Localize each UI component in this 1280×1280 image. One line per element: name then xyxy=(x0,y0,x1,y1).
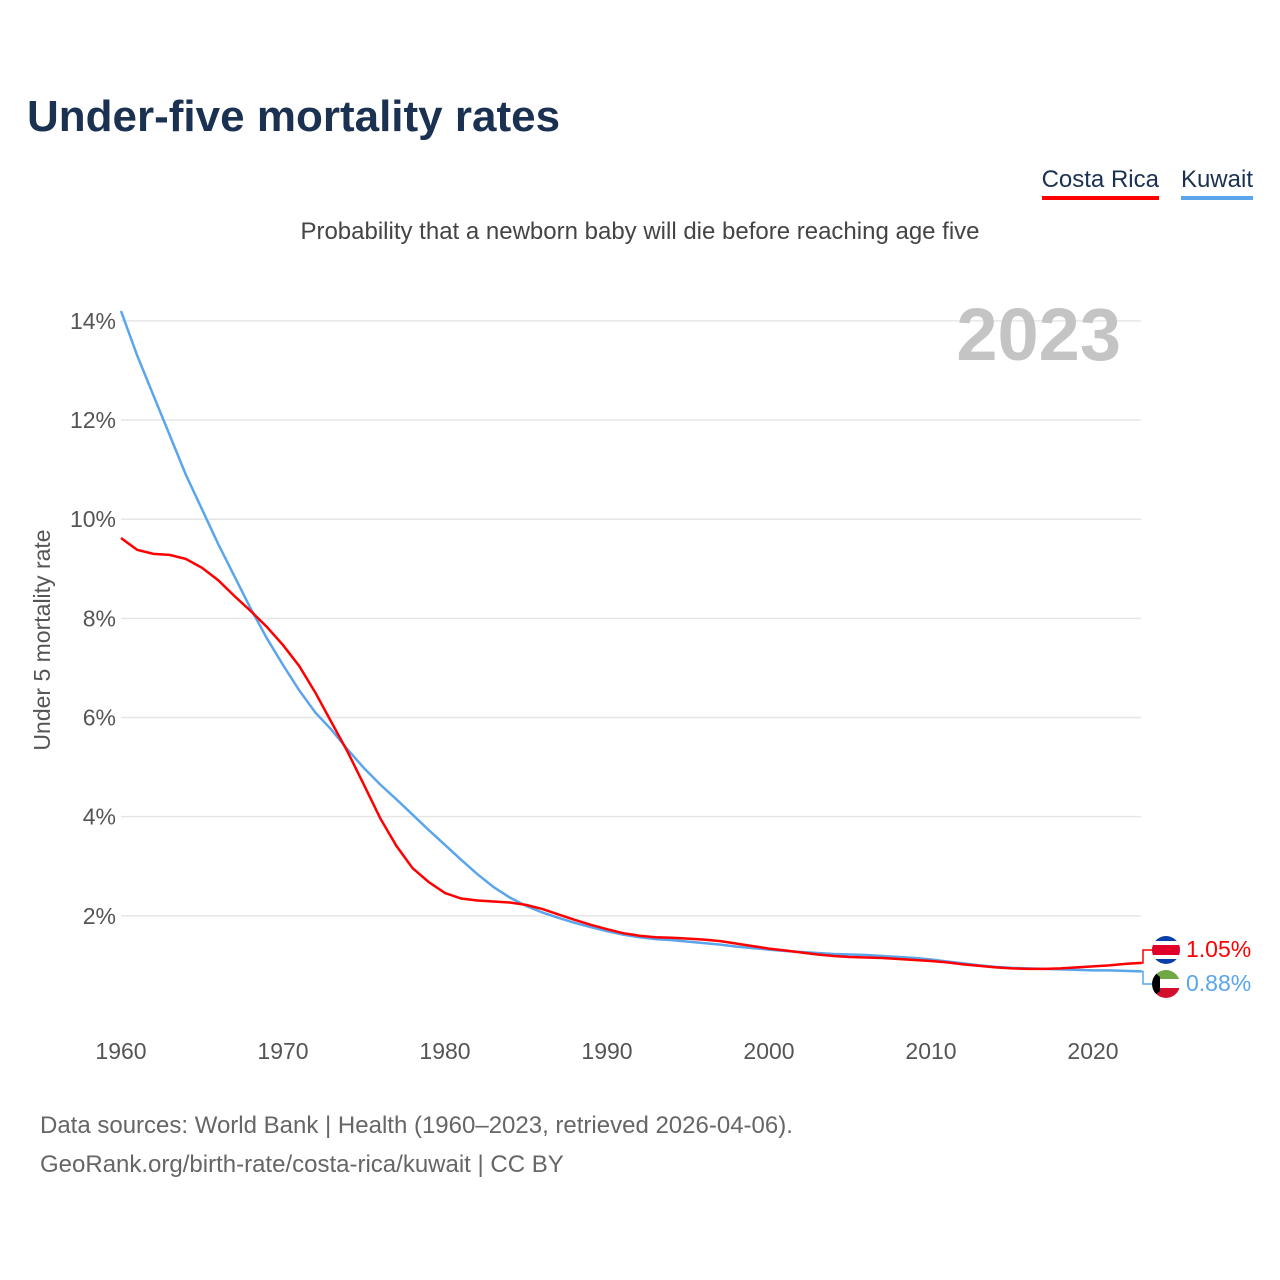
y-tick-label: 12% xyxy=(70,407,116,433)
source-link[interactable]: GeoRank.org/birth-rate/costa-rica/kuwait… xyxy=(40,1151,564,1178)
legend-costa-rica[interactable]: Costa Rica xyxy=(1041,166,1159,200)
y-tick-label: 10% xyxy=(70,506,116,532)
year-watermark: 2023 xyxy=(956,293,1121,376)
x-tick-label: 2020 xyxy=(1067,1038,1118,1064)
chart-subtitle: Probability that a newborn baby will die… xyxy=(300,218,980,245)
y-tick-label: 8% xyxy=(83,605,116,631)
x-tick-label: 1970 xyxy=(257,1038,308,1064)
y-tick-label: 2% xyxy=(83,903,116,929)
y-tick-label: 6% xyxy=(83,705,116,731)
x-tick-label: 2010 xyxy=(905,1038,956,1064)
end-label-costa-rica: 1.05% xyxy=(1186,936,1251,962)
data-sources: Data sources: World Bank | Health (1960–… xyxy=(40,1112,793,1139)
flag-costa-rica-icon xyxy=(1152,936,1180,964)
end-label-connector xyxy=(1141,970,1152,985)
legend: Costa Rica Kuwait xyxy=(1041,166,1253,200)
x-tick-label: 1960 xyxy=(95,1038,146,1064)
flag-kuwait-icon xyxy=(1152,970,1180,998)
y-tick-label: 14% xyxy=(70,308,116,334)
y-axis-label: Under 5 mortality rate xyxy=(29,529,55,750)
y-tick-label: 4% xyxy=(83,804,116,830)
series-line-costa-rica xyxy=(120,536,1142,971)
series-line-kuwait xyxy=(119,310,1142,973)
x-tick-label: 2000 xyxy=(743,1038,794,1064)
end-label-kuwait: 0.88% xyxy=(1186,970,1251,996)
page-title: Under-five mortality rates xyxy=(27,92,561,141)
footer: Data sources: World Bank | Health (1960–… xyxy=(40,1106,793,1184)
end-label-connector xyxy=(1141,949,1152,964)
x-tick-label: 1980 xyxy=(419,1038,470,1064)
legend-kuwait[interactable]: Kuwait xyxy=(1180,166,1253,200)
x-tick-label: 1990 xyxy=(581,1038,632,1064)
